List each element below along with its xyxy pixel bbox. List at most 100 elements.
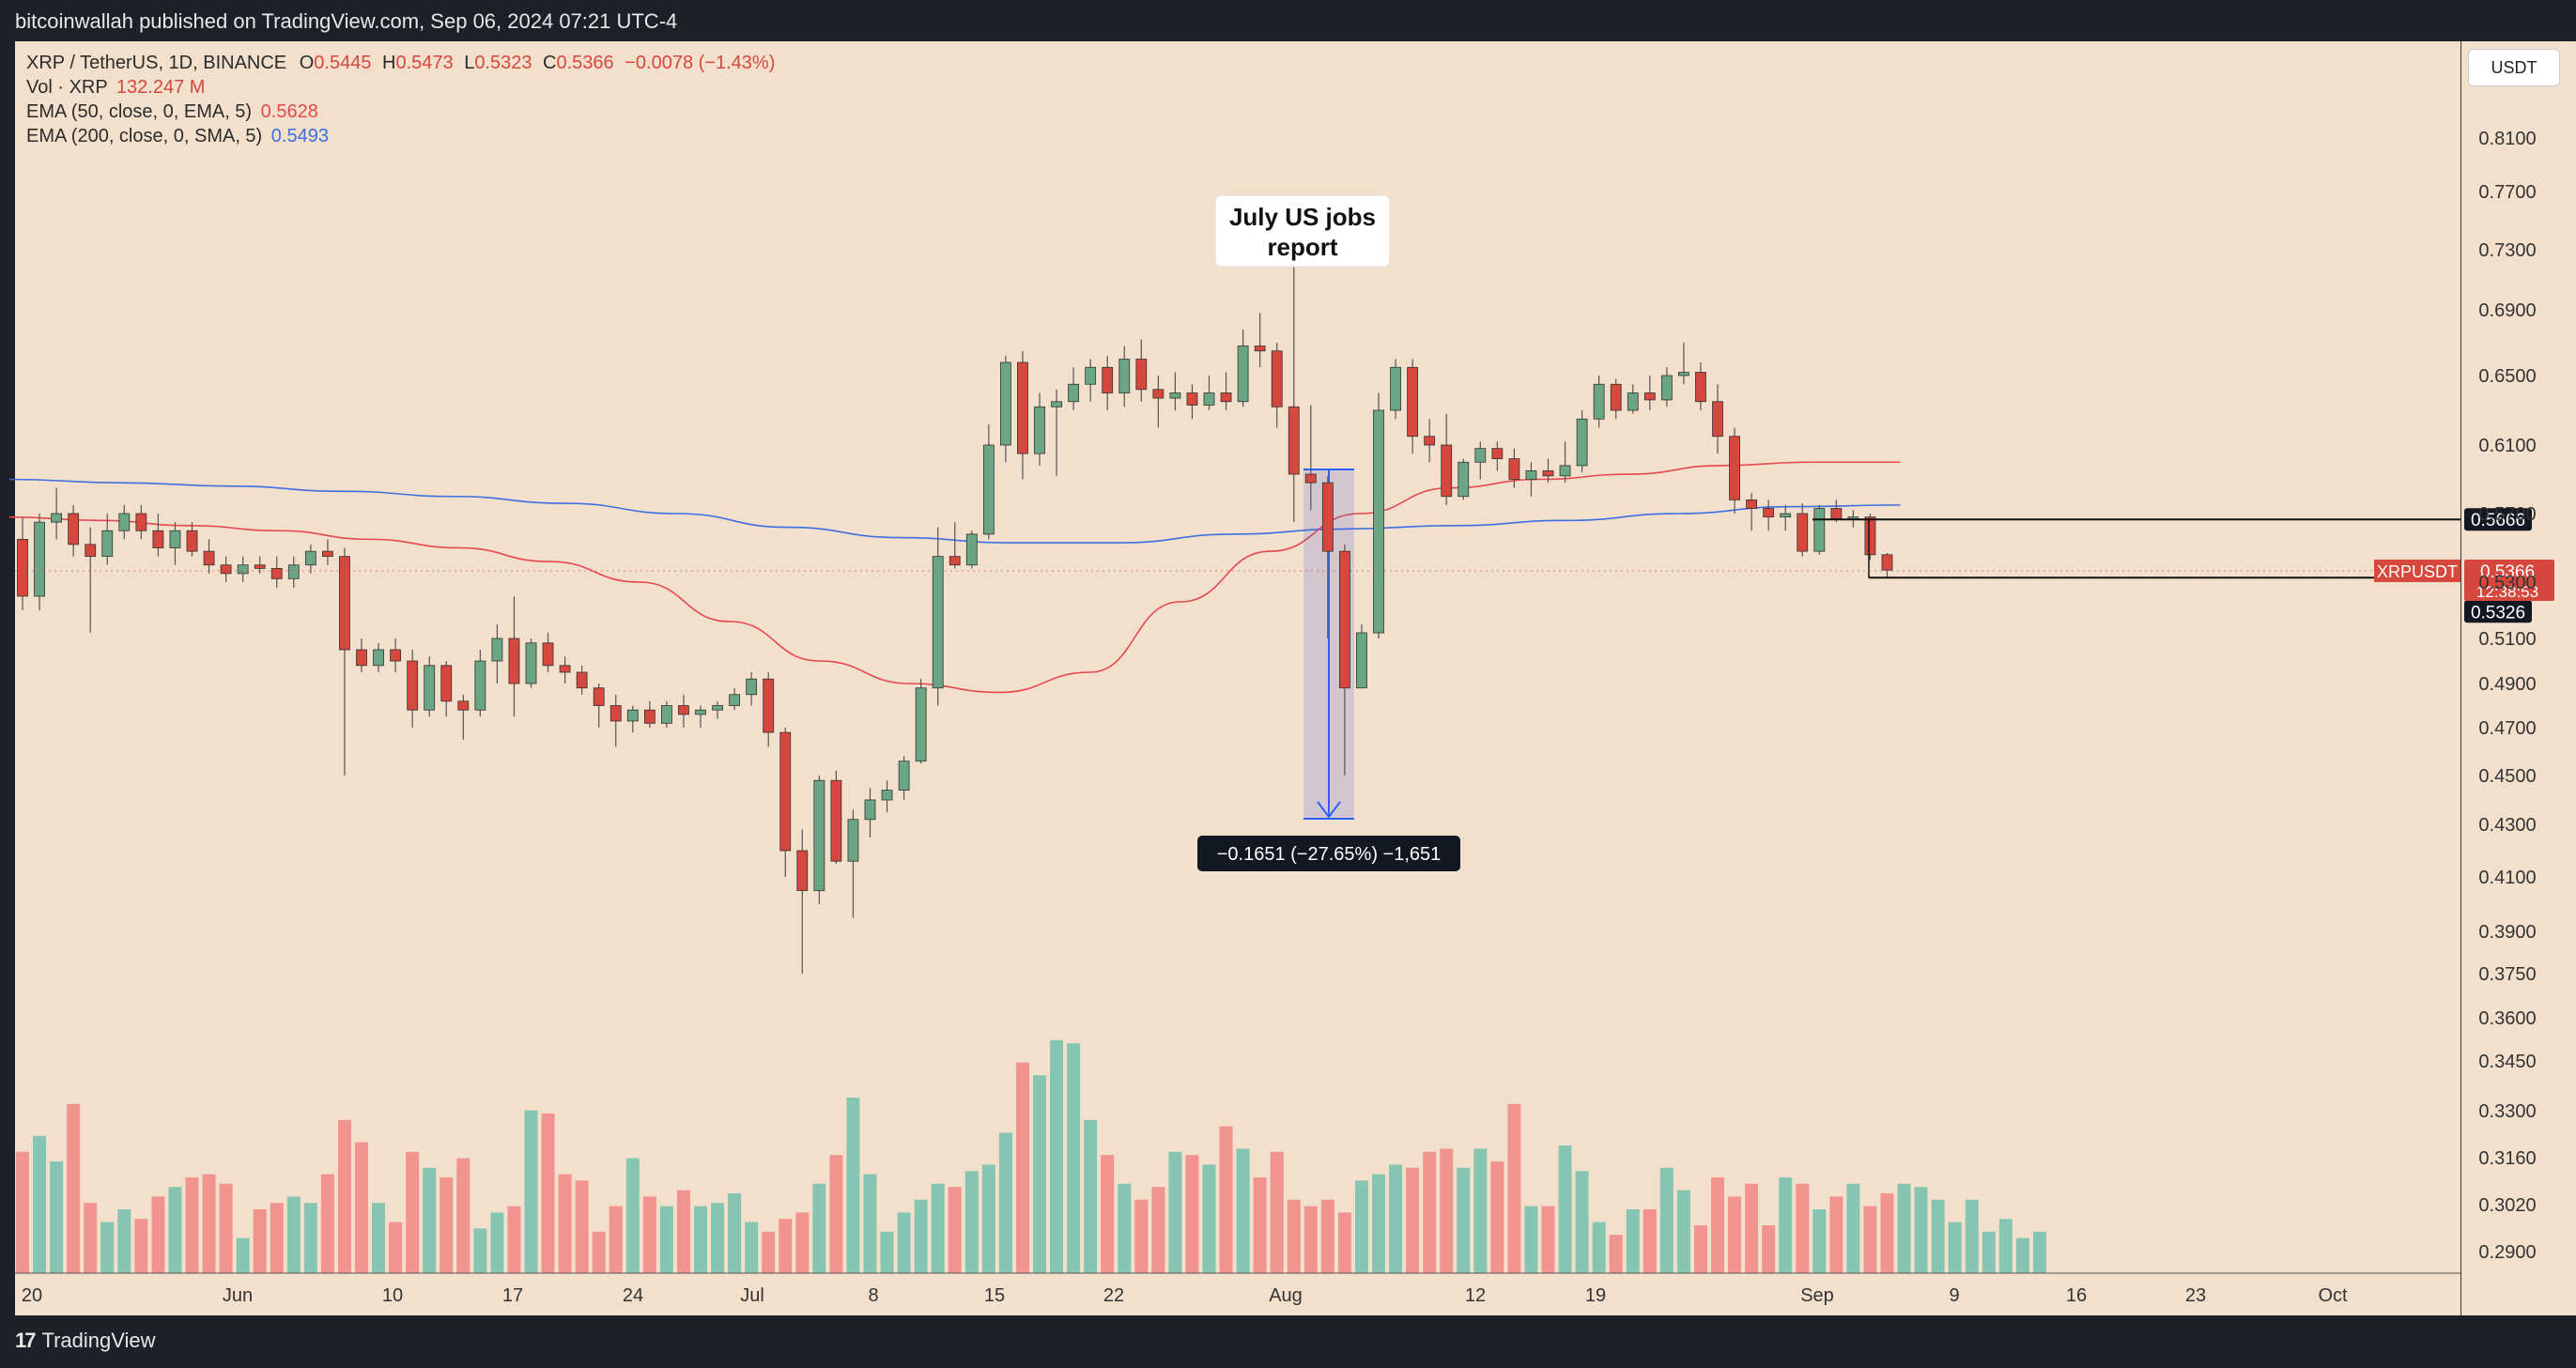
candle — [491, 624, 503, 684]
candle — [609, 694, 622, 747]
volume-bar — [1219, 1126, 1233, 1273]
volume-bar — [1457, 1167, 1471, 1273]
candle-body — [1780, 513, 1792, 518]
volume-bar — [1354, 1180, 1368, 1273]
volume-bar — [1693, 1225, 1707, 1273]
candle-body — [830, 779, 842, 862]
candle-layer — [17, 208, 1893, 974]
candle-body — [1643, 392, 1656, 401]
candle-body — [1627, 392, 1639, 411]
candle-body — [34, 521, 45, 597]
candle — [643, 700, 656, 728]
candle — [1458, 458, 1470, 500]
annotation-box — [1214, 194, 1391, 268]
candle — [407, 650, 419, 728]
candle — [932, 527, 944, 706]
candle-body — [1390, 366, 1401, 411]
volume-bar — [1287, 1199, 1301, 1273]
candle — [746, 672, 758, 706]
volume-bar — [185, 1177, 199, 1273]
volume-bar — [659, 1206, 673, 1273]
candle-body — [1508, 458, 1520, 480]
candle — [474, 650, 486, 717]
candle-body — [576, 671, 588, 689]
candle-body — [779, 731, 792, 852]
volume-bar — [2015, 1237, 2029, 1273]
volume-bar — [1592, 1222, 1606, 1273]
candle-body — [491, 638, 503, 662]
candle — [203, 539, 215, 574]
candle — [712, 700, 723, 719]
candle-body — [1203, 392, 1215, 406]
candle — [1068, 367, 1079, 410]
candle-body — [1373, 409, 1384, 634]
candle-body — [51, 513, 62, 523]
price-axis[interactable] — [2460, 41, 2576, 1315]
volume-bar — [694, 1206, 707, 1273]
volume-bar — [1931, 1199, 1945, 1273]
volume-bar — [1134, 1199, 1149, 1273]
volume-bar — [914, 1199, 928, 1273]
candle-body — [1559, 465, 1571, 477]
candle-body — [17, 538, 28, 597]
level-badge — [2464, 508, 2532, 531]
candle — [390, 638, 402, 672]
currency-button[interactable]: USDT — [2468, 49, 2560, 86]
volume-bar — [1541, 1206, 1555, 1273]
legend-vol-label[interactable]: Vol · XRP — [26, 77, 108, 98]
candle-body — [1729, 436, 1740, 500]
volume-bar — [1507, 1103, 1521, 1273]
volume-bar — [880, 1231, 894, 1273]
volume-layer — [16, 1039, 2046, 1273]
volume-bar — [948, 1187, 962, 1273]
candle-body — [304, 550, 316, 566]
candle — [898, 756, 910, 800]
price-tick-label: 0.5300 — [2478, 573, 2536, 593]
candle-body — [1864, 516, 1876, 556]
volume-bar — [1270, 1151, 1284, 1273]
volume-bar — [1524, 1206, 1538, 1273]
time-tick-label: 23 — [2185, 1285, 2206, 1306]
legend-ema50-label[interactable]: EMA (50, close, 0, EMA, 5) — [26, 101, 253, 122]
price-tick-label: 0.6500 — [2478, 366, 2536, 387]
legend-line-4: EMA (200, close, 0, SMA, 5) 0.5493 — [26, 126, 329, 147]
price-tick-label: 0.3450 — [2478, 1052, 2536, 1072]
time-tick-label: 12 — [1465, 1285, 1486, 1306]
candle-body — [270, 568, 283, 579]
candle — [457, 694, 470, 740]
candle — [1491, 441, 1504, 471]
volume-bar — [1067, 1043, 1081, 1273]
candle-body — [1051, 401, 1062, 407]
volume-bar — [473, 1228, 487, 1273]
brand-label: TradingView — [41, 1329, 156, 1352]
time-tick-label: 20 — [22, 1285, 42, 1306]
time-tick-label: Aug — [1269, 1285, 1303, 1306]
volume-bar — [1948, 1222, 1962, 1273]
volume-bar — [541, 1114, 555, 1273]
volume-bar — [1626, 1209, 1640, 1273]
candle — [1780, 504, 1792, 531]
volume-bar — [134, 1219, 148, 1273]
volume-bar — [1406, 1167, 1420, 1273]
candle — [847, 809, 859, 918]
candle-body — [1152, 389, 1165, 399]
candle — [1813, 504, 1826, 555]
measure-label-box — [1197, 836, 1460, 871]
volume-bar — [33, 1135, 47, 1273]
legend-ema200-label[interactable]: EMA (200, close, 0, SMA, 5) — [26, 126, 263, 146]
candle — [1797, 503, 1809, 557]
volume-bar — [829, 1155, 843, 1273]
brand[interactable]: 17 TradingView — [15, 1329, 156, 1353]
candle-body — [626, 709, 639, 722]
legend-symbol[interactable]: XRP / TetherUS, 1D, BINANCE — [26, 53, 287, 73]
candle-body — [474, 660, 486, 711]
tradingview-logo-icon: 17 — [15, 1329, 37, 1352]
volume-bar — [863, 1174, 877, 1273]
candle — [1203, 376, 1215, 410]
price-tick-label: 0.4300 — [2478, 815, 2536, 836]
candle-body — [169, 530, 181, 548]
price-tick-label: 0.7300 — [2478, 240, 2536, 261]
volume-bar — [1609, 1235, 1623, 1273]
candle-body — [932, 556, 944, 689]
